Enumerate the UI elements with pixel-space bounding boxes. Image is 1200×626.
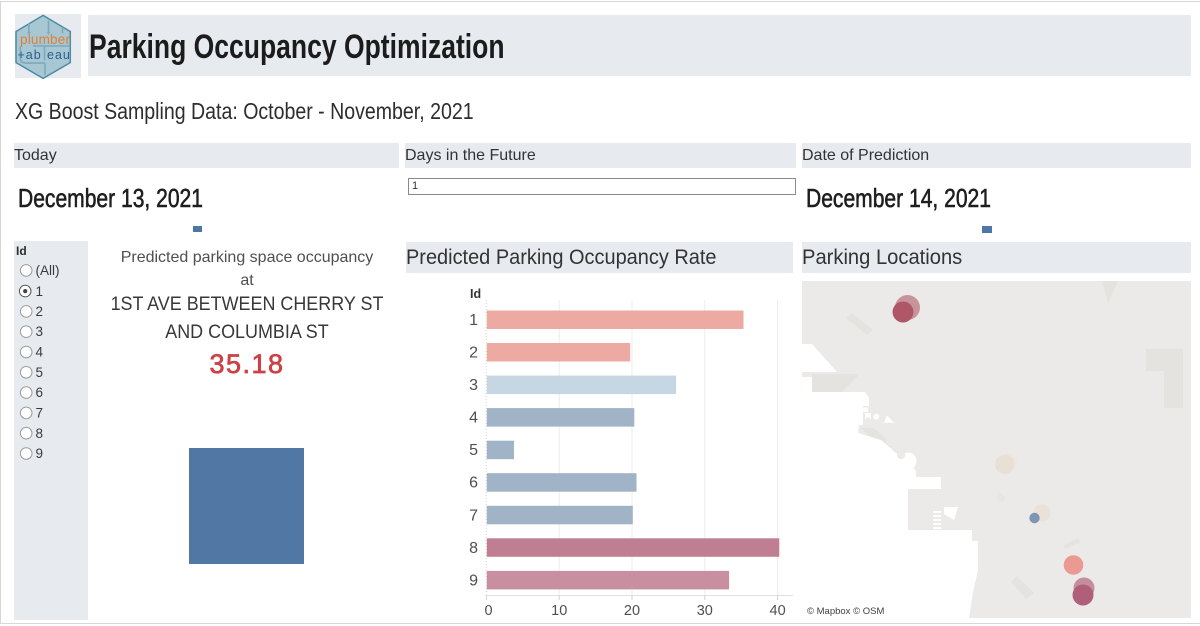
- svg-text:1: 1: [36, 284, 44, 299]
- svg-text:+ab: +ab: [18, 48, 42, 62]
- svg-text:10: 10: [551, 603, 567, 619]
- svg-text:8: 8: [36, 426, 44, 441]
- svg-text:4: 4: [469, 410, 478, 427]
- svg-text:9: 9: [469, 572, 478, 589]
- svg-text:eau: eau: [47, 48, 71, 62]
- svg-text:7: 7: [36, 406, 44, 421]
- svg-text:5: 5: [36, 365, 44, 380]
- svg-text:40: 40: [770, 603, 786, 619]
- svg-text:6: 6: [36, 385, 44, 400]
- svg-text:© Mapbox © OSM: © Mapbox © OSM: [807, 606, 884, 617]
- svg-text:7: 7: [469, 507, 478, 524]
- svg-text:30: 30: [697, 603, 713, 619]
- svg-text:20: 20: [624, 603, 640, 619]
- svg-text:3: 3: [469, 377, 478, 394]
- svg-text:2: 2: [469, 345, 478, 362]
- svg-text:9: 9: [36, 446, 44, 461]
- svg-text:2: 2: [36, 304, 44, 319]
- svg-text:(All): (All): [36, 263, 60, 278]
- svg-text:0: 0: [484, 603, 492, 619]
- svg-text:4: 4: [36, 345, 44, 360]
- svg-text:8: 8: [469, 540, 478, 557]
- svg-text:6: 6: [469, 475, 478, 492]
- svg-text:plumber: plumber: [20, 32, 70, 47]
- svg-text:5: 5: [469, 442, 478, 459]
- svg-text:Id: Id: [470, 287, 481, 301]
- svg-text:1: 1: [469, 312, 478, 329]
- svg-text:3: 3: [36, 324, 44, 339]
